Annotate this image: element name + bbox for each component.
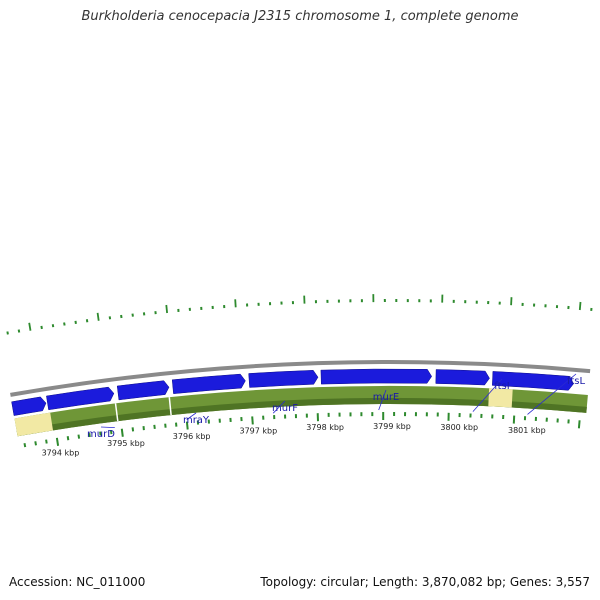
inner-tick-mark — [109, 429, 113, 435]
inner-tick-mark — [577, 420, 581, 429]
gene-callout-line — [100, 426, 115, 428]
kbp-label: 3801 kbp — [508, 426, 546, 435]
gene-callout-line — [186, 412, 197, 420]
noncoding-segment — [488, 388, 513, 408]
inner-tick-mark — [77, 434, 81, 439]
forward-cds-arrow — [435, 369, 490, 386]
kbp-label: 3795 kbp — [107, 439, 145, 448]
inner-tick-mark — [99, 431, 102, 436]
kbp-label: 3798 kbp — [306, 423, 344, 432]
gc-tick-mark — [28, 322, 32, 331]
forward-cds-arrow — [116, 380, 170, 401]
forward-cds-track — [11, 368, 574, 416]
inner-tick-mark — [88, 432, 91, 438]
inner-tick-mark — [251, 416, 254, 425]
gc-tick-mark — [96, 312, 100, 321]
gc-tick-mark — [63, 322, 66, 326]
noncoding-segment — [14, 412, 53, 437]
kbp-label: 3799 kbp — [373, 422, 411, 431]
genome-summary: Topology: circular; Length: 3,870,082 bp… — [260, 575, 590, 589]
feature-gap — [168, 397, 172, 416]
kbp-label: 3800 kbp — [440, 423, 478, 432]
forward-cds-arrow — [171, 373, 246, 394]
kbp-label: 3797 kbp — [240, 427, 278, 436]
gene-label: murE — [373, 392, 400, 403]
inner-tick-mark — [66, 436, 70, 441]
reverse-cds-rim — [16, 397, 587, 437]
inner-tick-mark — [34, 441, 37, 446]
gene-label: murD — [87, 429, 115, 440]
inner-tick-mark — [23, 443, 27, 448]
gene-label: murF — [272, 403, 298, 414]
kbp-label: 3796 kbp — [173, 432, 211, 441]
gene-callout-line — [472, 378, 503, 412]
map-title: Burkholderia cenocepacia J2315 chromosom… — [81, 9, 519, 24]
inner-tick-mark — [153, 424, 156, 430]
reverse-cds-band — [14, 386, 588, 437]
gc-tick-mark — [17, 329, 21, 333]
inner-tick-mark — [185, 421, 189, 430]
accession-label: Accession: NC_011000 — [9, 575, 146, 589]
feature-gap — [114, 403, 119, 422]
gene-callout-line — [272, 400, 286, 414]
kbp-label: 3794 kbp — [42, 449, 80, 458]
gc-tick-mark — [40, 325, 43, 330]
backbone-line — [10, 360, 591, 397]
gene-label: mraY — [183, 415, 210, 426]
gene-label: ftsI — [494, 381, 509, 392]
reverse-cds-track — [14, 386, 588, 437]
backbone-track — [10, 360, 591, 397]
kbp-scale: 3794 kbp 3795 kbp 3796 kbp 3797 kbp 3798 kbp… — [42, 422, 546, 458]
forward-cds-arrow — [248, 370, 319, 388]
gc-tick-mark — [165, 304, 168, 314]
gc-content-ticks — [6, 294, 593, 335]
gene-callout-line — [527, 373, 577, 415]
forward-cds-arrow — [11, 396, 47, 416]
forward-cds-arrow — [320, 368, 432, 385]
gc-tick-mark — [6, 331, 9, 335]
inner-ticks — [23, 412, 581, 448]
forward-cds-arrow — [46, 386, 115, 411]
inner-tick-mark — [120, 428, 124, 437]
inner-tick-mark — [131, 427, 135, 432]
forward-cds-arrow — [492, 371, 574, 391]
gene-callout-line — [378, 389, 387, 411]
gene-callouts: murD mraY murF murE ftsI ftsL — [87, 373, 585, 440]
gene-label: ftsL — [567, 376, 585, 387]
gc-tick-mark — [578, 301, 582, 311]
inner-tick-mark — [55, 437, 60, 446]
gc-tick-mark — [234, 299, 237, 308]
inner-tick-mark — [45, 439, 48, 444]
